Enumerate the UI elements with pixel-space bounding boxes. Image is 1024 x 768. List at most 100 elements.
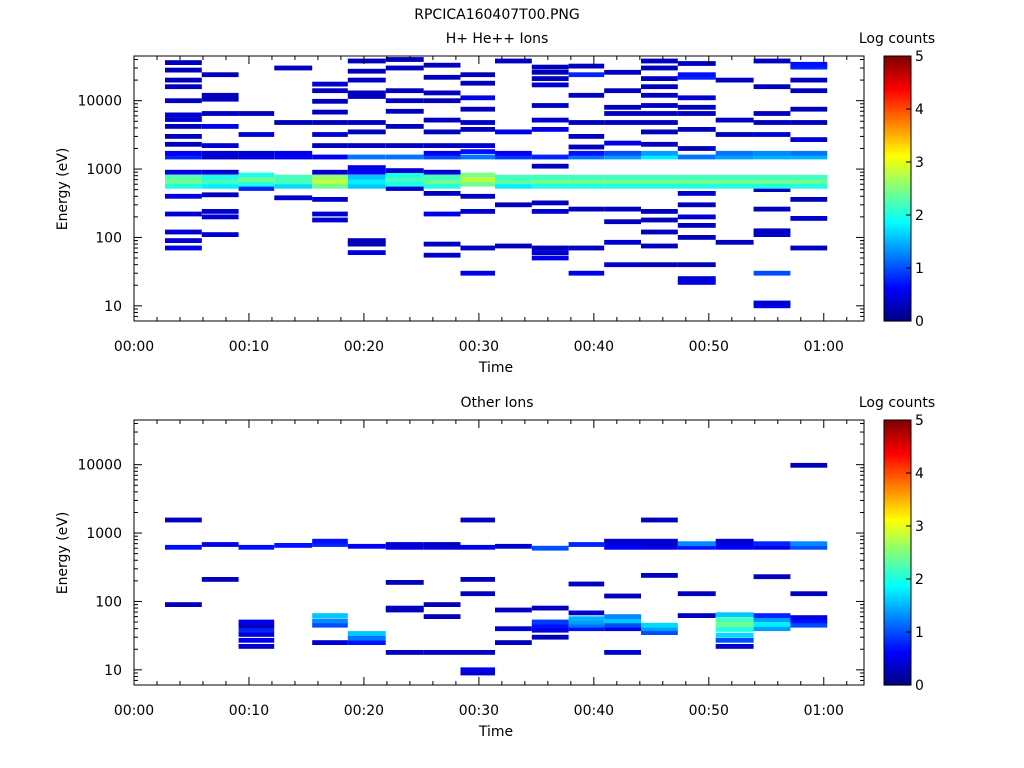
heatmap-cell <box>423 211 461 217</box>
heatmap-cell <box>641 538 678 544</box>
heatmap-cell <box>238 186 275 191</box>
colorbar-segment <box>884 90 911 94</box>
colorbar-segment <box>884 201 911 205</box>
colorbar-segment <box>884 111 911 115</box>
heatmap-cell <box>347 183 386 189</box>
colorbar-segment <box>884 510 911 514</box>
colorbar-segment <box>884 305 911 309</box>
colorbar-segment <box>884 82 911 86</box>
heatmap-cell <box>753 132 791 137</box>
colorbar-segment <box>884 435 911 440</box>
x-tick-label: 00:40 <box>574 339 614 355</box>
heatmap-cell <box>347 543 386 549</box>
heatmap-cell <box>641 179 678 185</box>
heatmap-cell <box>423 542 461 547</box>
heatmap-cell <box>753 150 791 156</box>
colorbar-segment <box>884 85 911 89</box>
colorbar-segment <box>884 557 911 562</box>
heatmap-cell <box>715 637 754 643</box>
colorbar-segment <box>884 473 911 477</box>
colorbar-segment <box>884 79 911 84</box>
heatmap-cell <box>238 181 275 187</box>
heatmap-cell <box>568 610 605 616</box>
heatmap-cell <box>201 179 239 185</box>
colorbar-label: Log counts <box>859 31 935 47</box>
colorbar-segment <box>884 549 911 554</box>
heatmap-cell <box>604 154 641 160</box>
colorbar-segment <box>884 177 911 182</box>
colorbar-segment <box>884 544 911 548</box>
heatmap-cell <box>385 181 424 187</box>
colorbar-segment <box>884 594 911 599</box>
colorbar-segment <box>884 138 911 142</box>
colorbar-segment <box>884 58 911 62</box>
colorbar-segment <box>884 262 911 266</box>
colorbar-segment <box>884 488 911 493</box>
colorbar-segment <box>884 220 911 224</box>
colorbar-segment <box>884 140 911 145</box>
heatmap-cell <box>460 80 495 86</box>
heatmap-cell <box>531 174 569 180</box>
colorbar-segment <box>884 283 911 288</box>
heatmap-cell <box>604 104 641 110</box>
heatmap-cell <box>753 84 791 90</box>
colorbar-segment <box>884 576 911 580</box>
heatmap-cell <box>165 112 202 118</box>
colorbar-segment <box>884 286 911 290</box>
heatmap-cell <box>753 617 791 623</box>
heatmap-cell <box>568 134 605 139</box>
colorbar-segment <box>884 616 911 620</box>
heatmap-cell <box>715 538 754 544</box>
colorbar-segment <box>884 483 911 487</box>
heatmap-cell <box>641 544 678 550</box>
heatmap-cell <box>641 65 678 71</box>
heatmap-cell <box>604 88 641 94</box>
heatmap-cell <box>347 143 386 148</box>
heatmap-cell <box>495 150 532 156</box>
heatmap-cell <box>385 143 424 148</box>
heatmap-cell <box>423 117 461 123</box>
colorbar-segment <box>884 520 911 524</box>
colorbar-segment <box>884 661 911 665</box>
heatmap-cell <box>568 92 605 98</box>
heatmap-cell <box>641 243 678 249</box>
heatmap-cell <box>238 632 275 637</box>
colorbar-segment <box>884 502 911 506</box>
colorbar-segment <box>884 249 911 253</box>
heatmap-cell <box>753 303 791 309</box>
colorbar-segment <box>884 109 911 113</box>
heatmap-cell <box>677 183 716 189</box>
colorbar-segment <box>884 568 911 572</box>
heatmap-cell <box>238 623 275 629</box>
heatmap-cell <box>165 517 202 523</box>
heatmap-cell <box>423 143 461 148</box>
heatmap-cell <box>531 627 569 633</box>
colorbar-segment <box>884 215 911 219</box>
colorbar-segment <box>884 122 911 126</box>
heatmap-cell <box>604 69 641 75</box>
colorbar-segment <box>884 318 911 322</box>
heatmap-cell <box>604 179 641 185</box>
heatmap-cell <box>715 541 754 547</box>
colorbar-segment <box>884 162 911 166</box>
x-tick-label: 00:10 <box>229 703 269 719</box>
heatmap-cell <box>312 154 348 160</box>
colorbar-tick-label: 4 <box>915 102 924 118</box>
colorbar-segment <box>884 302 911 306</box>
heatmap-cell <box>677 276 716 281</box>
heatmap-cell <box>201 96 239 102</box>
heatmap-cell <box>641 573 678 578</box>
colorbar-segment <box>884 457 911 461</box>
heatmap-cell <box>312 211 348 217</box>
colorbar-segment <box>884 605 911 609</box>
colorbar-segment <box>884 191 911 195</box>
y-axis-label: Energy (eV) <box>55 148 71 231</box>
heatmap-cell <box>460 270 495 276</box>
colorbar-segment <box>884 443 911 448</box>
heatmap-cell <box>641 517 678 523</box>
heatmap-cell <box>238 544 275 550</box>
colorbar-segment <box>884 491 911 495</box>
heatmap-cell <box>385 186 424 191</box>
colorbar-segment <box>884 135 911 139</box>
heatmap-cell <box>641 622 678 628</box>
